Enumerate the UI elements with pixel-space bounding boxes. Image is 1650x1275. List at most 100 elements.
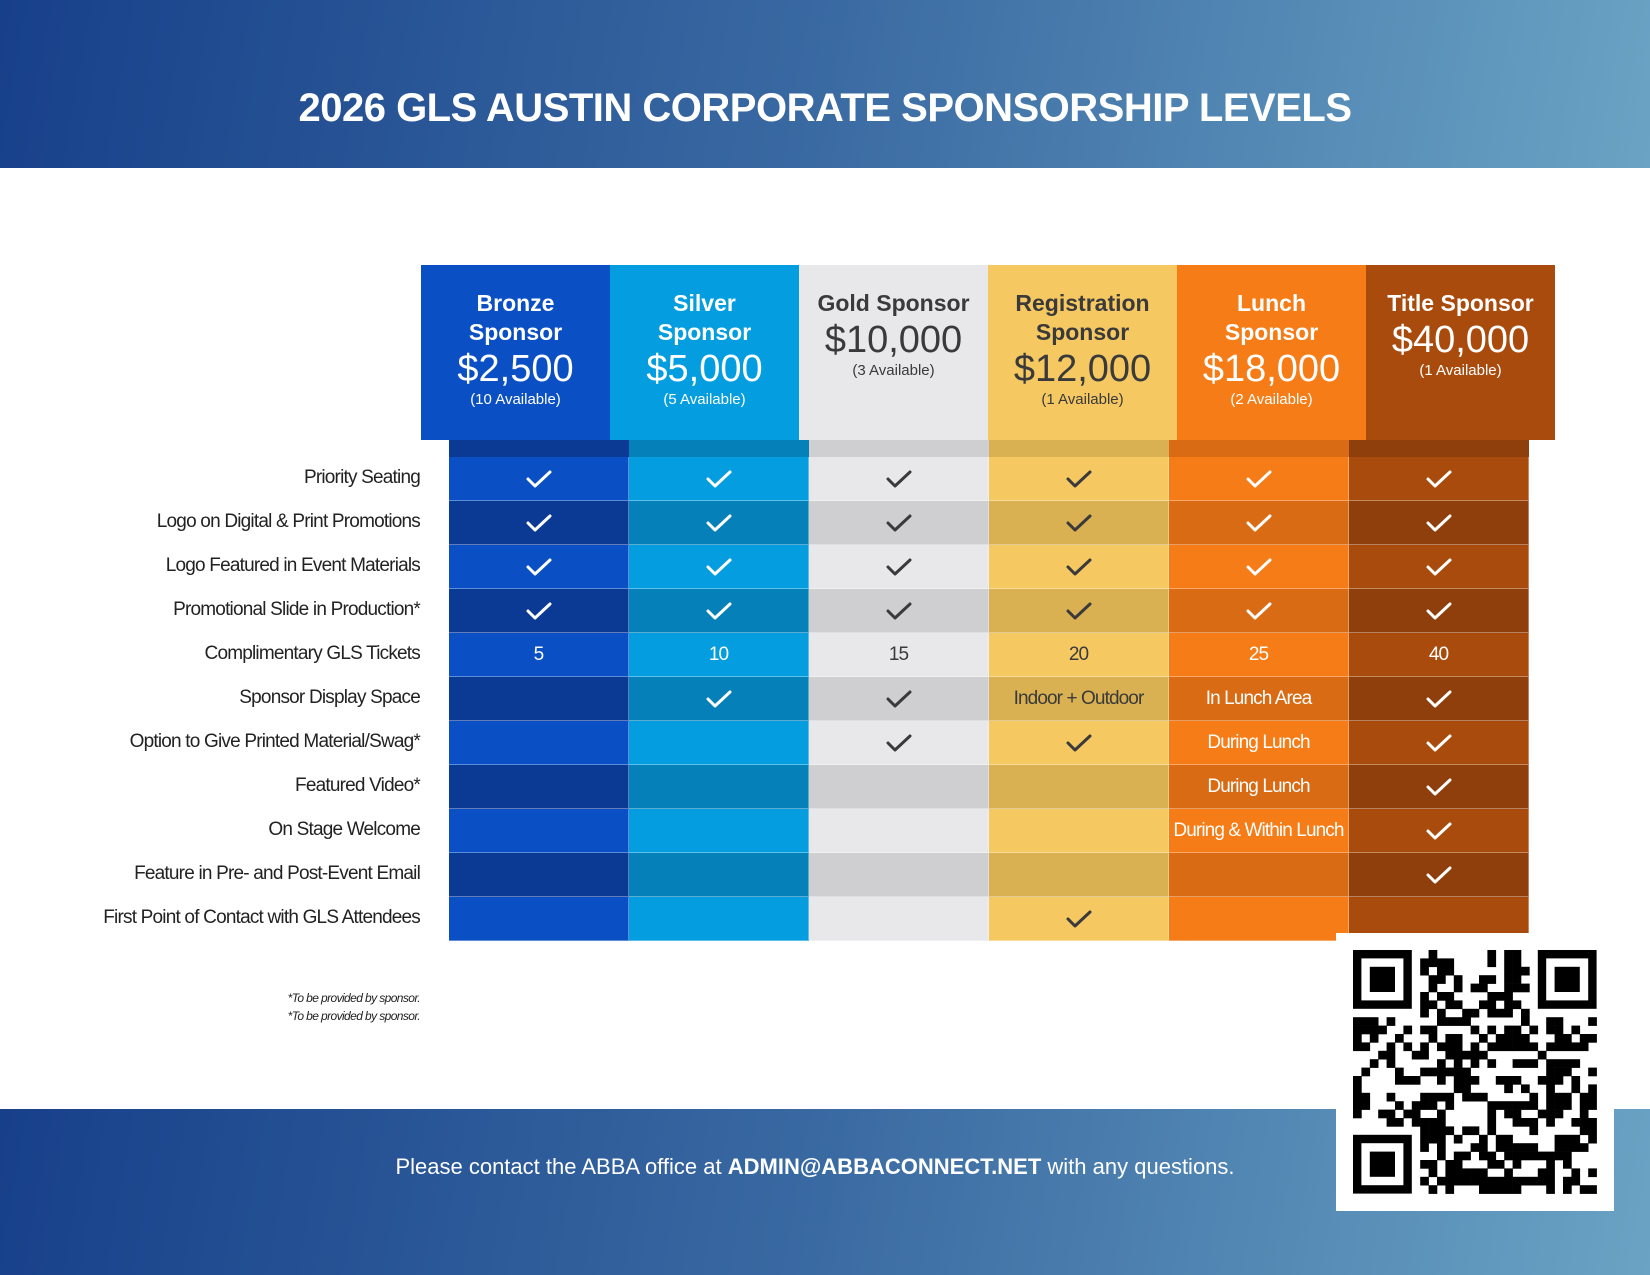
qr-module xyxy=(1420,1118,1429,1127)
qr-module xyxy=(1403,1109,1413,1119)
qr-module xyxy=(1445,1101,1455,1110)
qr-module xyxy=(1420,966,1429,976)
qr-module xyxy=(1420,958,1429,968)
qr-module xyxy=(1504,1034,1513,1043)
qr-module xyxy=(1411,1118,1421,1127)
checkmark xyxy=(1426,866,1451,883)
qr-module xyxy=(1428,958,1438,968)
qr-module xyxy=(1579,1092,1589,1102)
qr-module xyxy=(1403,1076,1413,1085)
qr-module xyxy=(1554,1151,1564,1161)
qr-module xyxy=(1437,1176,1446,1186)
qr-module xyxy=(1453,1034,1463,1043)
cell-text: 20 xyxy=(1068,643,1089,665)
qr-module xyxy=(1588,1067,1597,1077)
qr-module xyxy=(1504,1042,1513,1052)
qr-module xyxy=(1411,1050,1421,1060)
table-cell xyxy=(1349,501,1529,545)
qr-module xyxy=(1437,1067,1446,1077)
qr-module xyxy=(1420,1067,1429,1077)
qr-module xyxy=(1403,1042,1413,1052)
checkmark xyxy=(1426,602,1451,619)
table-cell xyxy=(629,589,809,633)
qr-module xyxy=(1453,1084,1463,1094)
checkmark xyxy=(1246,514,1271,531)
qr-module xyxy=(1428,1025,1438,1035)
qr-module xyxy=(1571,1025,1581,1035)
table-cell xyxy=(1349,809,1529,853)
tier-price: $40,000 xyxy=(1391,319,1530,361)
cell-text: Indoor + Outdoor xyxy=(1013,687,1145,709)
qr-module xyxy=(1571,1176,1581,1186)
feature-label: Sponsor Display Space xyxy=(239,687,421,708)
qr-module xyxy=(1546,1176,1555,1186)
qr-module xyxy=(1487,1176,1497,1186)
qr-module xyxy=(1588,1092,1597,1102)
qr-module xyxy=(1403,1025,1413,1035)
qr-module xyxy=(1445,1092,1455,1102)
qr-module xyxy=(1353,1101,1362,1110)
qr-module xyxy=(1521,983,1530,993)
qr-module xyxy=(1579,1042,1589,1052)
qr-module xyxy=(1369,1025,1379,1035)
qr-module xyxy=(1571,1059,1581,1068)
qr-module xyxy=(1563,1034,1572,1043)
qr-module xyxy=(1579,1143,1589,1152)
table-cell: 5 xyxy=(449,633,629,677)
qr-module xyxy=(1546,1185,1555,1194)
qr-module xyxy=(1554,1101,1564,1110)
qr-module xyxy=(1504,1084,1513,1094)
qr-module xyxy=(1521,966,1530,976)
table-cell: 10 xyxy=(629,633,809,677)
qr-module xyxy=(1529,1101,1539,1110)
qr-module xyxy=(1487,992,1497,1001)
qr-module xyxy=(1537,1168,1547,1178)
qr-module xyxy=(1470,1143,1480,1152)
table-cell: During Lunch xyxy=(1169,765,1349,809)
checkmark xyxy=(1426,778,1451,795)
table-cell xyxy=(629,897,809,941)
cell-text: During & Within Lunch xyxy=(1173,819,1344,841)
qr-module xyxy=(1479,1092,1488,1102)
qr-module xyxy=(1521,1151,1530,1161)
table-cell xyxy=(989,501,1169,545)
table-cell xyxy=(989,457,1169,501)
qr-module xyxy=(1588,1017,1597,1026)
header-band xyxy=(0,0,1650,168)
qr-module xyxy=(1588,1168,1597,1178)
qr-module xyxy=(1487,1000,1497,1010)
qr-module xyxy=(1504,1185,1513,1194)
qr-module xyxy=(1487,950,1497,959)
checkmark xyxy=(1426,690,1451,707)
qr-module xyxy=(1453,1042,1463,1052)
checkmark xyxy=(1246,602,1271,619)
qr-module xyxy=(1512,1118,1522,1127)
qr-module xyxy=(1487,1185,1497,1194)
qr-module xyxy=(1386,1118,1396,1127)
qr-module xyxy=(1462,1084,1471,1094)
qr-module xyxy=(1453,1050,1463,1060)
table-cell: 40 xyxy=(1349,633,1529,677)
checkmark xyxy=(1426,470,1451,487)
qr-module xyxy=(1470,1059,1480,1068)
qr-module xyxy=(1395,1076,1404,1085)
qr-module xyxy=(1420,1126,1429,1136)
qr-module xyxy=(1512,1101,1522,1110)
qr-module xyxy=(1529,1042,1539,1052)
qr-module xyxy=(1546,1101,1555,1110)
header-connector xyxy=(449,440,629,457)
qr-module xyxy=(1453,1134,1463,1144)
qr-module xyxy=(1361,1042,1371,1052)
qr-module xyxy=(1579,1118,1589,1127)
qr-module xyxy=(1369,1034,1379,1043)
qr-module xyxy=(1428,1034,1438,1043)
qr-module xyxy=(1512,950,1522,959)
qr-module xyxy=(1554,1034,1564,1043)
header-connector xyxy=(629,440,809,457)
qr-module xyxy=(1504,1151,1513,1161)
qr-module xyxy=(1579,1185,1589,1194)
tier-price: $5,000 xyxy=(646,348,763,390)
qr-module xyxy=(1445,1168,1455,1178)
qr-module xyxy=(1512,958,1522,968)
